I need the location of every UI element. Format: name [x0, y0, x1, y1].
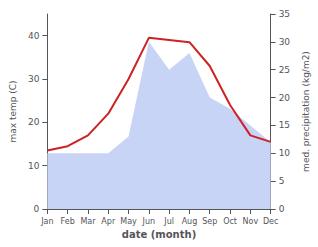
- svg-text:med. precipitation (kg/m2): med. precipitation (kg/m2): [301, 51, 311, 172]
- svg-text:date (month): date (month): [122, 229, 196, 240]
- svg-text:15: 15: [279, 120, 290, 130]
- svg-text:10: 10: [28, 161, 40, 171]
- svg-text:Feb: Feb: [61, 217, 75, 226]
- svg-text:Apr: Apr: [101, 217, 116, 226]
- svg-text:Sep: Sep: [202, 217, 217, 226]
- svg-text:20: 20: [279, 93, 291, 103]
- svg-text:35: 35: [279, 9, 290, 19]
- svg-text:10: 10: [279, 148, 291, 158]
- svg-text:20: 20: [28, 117, 40, 127]
- svg-text:40: 40: [28, 31, 40, 41]
- svg-text:Jan: Jan: [40, 217, 53, 226]
- svg-text:30: 30: [279, 37, 291, 47]
- svg-text:30: 30: [28, 74, 40, 84]
- svg-text:Mar: Mar: [80, 217, 96, 226]
- svg-text:0: 0: [279, 204, 285, 214]
- svg-text:Oct: Oct: [223, 217, 237, 226]
- svg-text:Jul: Jul: [163, 217, 174, 226]
- svg-text:0: 0: [34, 204, 40, 214]
- svg-text:Aug: Aug: [182, 217, 198, 226]
- svg-text:Jun: Jun: [142, 217, 156, 226]
- svg-text:Dec: Dec: [263, 217, 278, 226]
- svg-text:Nov: Nov: [243, 217, 259, 226]
- svg-text:May: May: [120, 217, 137, 226]
- svg-text:5: 5: [279, 176, 285, 186]
- svg-text:25: 25: [279, 65, 290, 75]
- svg-text:max temp (C): max temp (C): [8, 80, 18, 142]
